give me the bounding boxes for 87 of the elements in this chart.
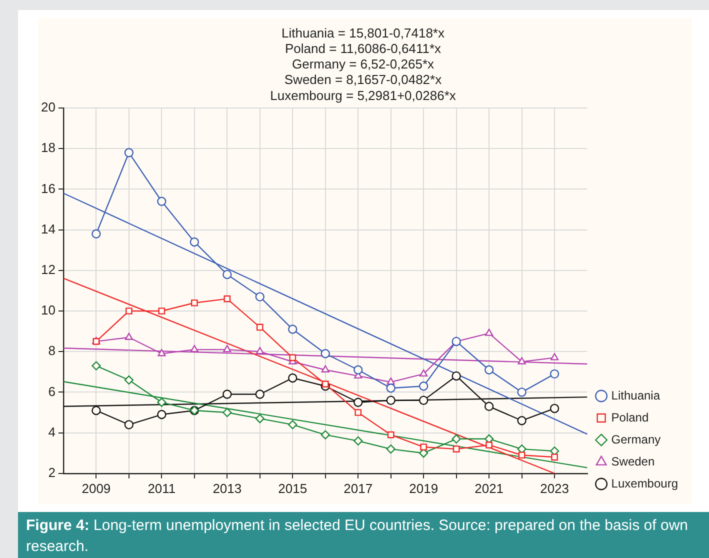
point (550, 369, 560, 379)
point (550, 353, 559, 360)
point (321, 365, 330, 372)
point (124, 332, 134, 340)
point (157, 398, 166, 407)
point (485, 328, 494, 336)
point (158, 349, 166, 356)
point (124, 375, 134, 385)
point (452, 371, 461, 381)
point (387, 431, 394, 438)
point (224, 295, 231, 302)
point (223, 344, 232, 352)
x-tick-label: 2019 (409, 480, 438, 496)
x-tick-label: 2017 (344, 480, 373, 496)
point (518, 452, 526, 459)
point (452, 446, 460, 452)
y-tick-label: 2 (48, 464, 56, 480)
point (158, 308, 166, 314)
point (420, 444, 428, 450)
caption: Figure 4: Long-term unemployment in selected EU countries. Source: prepared on the basis of own research. (26, 517, 688, 555)
y-tick-label: 8 (48, 343, 56, 358)
point (288, 373, 298, 383)
point (484, 365, 494, 374)
point (354, 365, 363, 374)
point (418, 382, 428, 391)
point (157, 196, 166, 206)
y-tick-label: 14 (40, 221, 56, 236)
point (256, 347, 264, 354)
point (157, 410, 166, 420)
legend-label: Poland (611, 410, 649, 424)
point (320, 430, 330, 440)
y-tick-label: 12 (40, 262, 56, 277)
point (190, 299, 198, 306)
point (418, 396, 428, 405)
point (92, 229, 101, 238)
point (222, 270, 232, 280)
y-tick-label: 20 (40, 100, 56, 115)
point (320, 349, 330, 358)
point (354, 436, 363, 446)
point (288, 420, 298, 430)
point (486, 442, 492, 448)
point (386, 444, 396, 454)
point (550, 404, 560, 414)
y-tick-label: 6 (48, 384, 56, 399)
y-tick-label: 10 (40, 302, 56, 318)
point (551, 454, 558, 461)
point (354, 398, 363, 407)
point (255, 390, 264, 399)
point (255, 414, 264, 424)
point (322, 380, 329, 388)
legend-label: Sweden (611, 454, 655, 468)
x-tick-label: 2013 (212, 480, 242, 496)
point (190, 237, 200, 247)
point (255, 292, 264, 302)
point (420, 369, 428, 377)
point (124, 420, 134, 430)
point (92, 406, 101, 416)
point (222, 390, 232, 399)
point (124, 148, 134, 158)
x-tick-label: 2009 (82, 480, 111, 496)
point (386, 377, 395, 385)
x-tick-label: 2015 (278, 480, 308, 496)
x-tick-label: 2011 (148, 480, 176, 496)
point (386, 396, 396, 405)
point (517, 388, 526, 397)
y-tick-label: 18 (40, 140, 56, 156)
point (386, 384, 396, 393)
point (354, 409, 362, 416)
point (452, 434, 461, 444)
x-tick-label: 2023 (540, 480, 570, 496)
legend-label: Germany (611, 432, 661, 446)
chart-title: Lithuania = 15,801-0,7418*x Poland = 11,6086-0,6411*x Germany = 6,52-0,265*x Sweden = 8,1657-0,0482*x Luxembourg = 5,2981+0,0286*x (270, 25, 456, 103)
point (484, 402, 494, 412)
legend-label: Lithuania (611, 388, 660, 402)
y-tick-label: 4 (48, 424, 56, 440)
point (126, 308, 132, 314)
point (92, 361, 101, 370)
point (517, 416, 526, 426)
point (190, 344, 198, 352)
point (518, 357, 526, 364)
point (289, 354, 296, 362)
point (222, 408, 232, 418)
legend-label: Luxembourg (611, 476, 678, 490)
y-tick-label: 16 (40, 180, 56, 196)
point (288, 324, 298, 334)
x-tick-label: 2021 (474, 480, 504, 496)
point (256, 324, 264, 331)
